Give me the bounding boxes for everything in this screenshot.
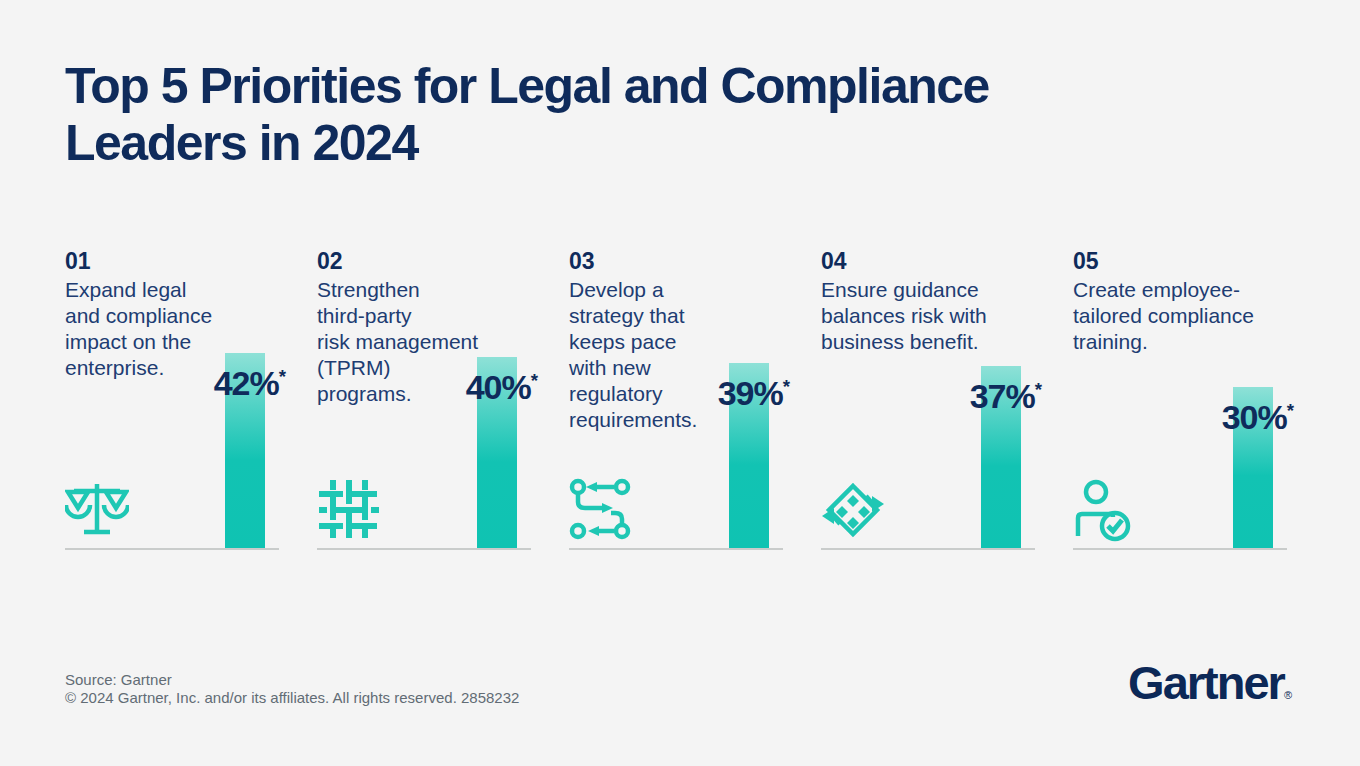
scales-icon	[65, 478, 129, 542]
value-label-2: 40%*	[466, 368, 537, 407]
registered-trademark-icon: ®	[1284, 689, 1292, 701]
value-label-1: 42%*	[214, 364, 285, 403]
priority-column-2: 02 Strengthen third-party risk managemen…	[317, 248, 531, 550]
priorities-chart: 01 Expand legal and compliance impact on…	[65, 248, 1287, 550]
footnote-asterisk: *	[1035, 379, 1041, 400]
priority-number: 01	[65, 248, 279, 275]
cycle-diamond-icon	[821, 478, 885, 542]
footnote-asterisk: *	[1287, 400, 1293, 421]
priority-description: Ensure guidance balances risk with busin…	[821, 277, 1035, 355]
priority-description: Create employee- tailored compliance tra…	[1073, 277, 1287, 355]
priority-column-1: 01 Expand legal and compliance impact on…	[65, 248, 279, 550]
value-label-3: 39%*	[718, 374, 789, 413]
footnote-asterisk: *	[531, 370, 537, 391]
axis-baseline	[821, 548, 1035, 550]
page-title: Top 5 Priorities for Legal and Complianc…	[65, 58, 1205, 172]
priority-number: 05	[1073, 248, 1287, 275]
footnote-asterisk: *	[279, 366, 285, 387]
axis-baseline	[569, 548, 783, 550]
gartner-logo: Gartner®	[1128, 655, 1292, 710]
axis-baseline	[1073, 548, 1287, 550]
copyright-line: © 2024 Gartner, Inc. and/or its affiliat…	[65, 689, 519, 707]
footnote-asterisk: *	[783, 376, 789, 397]
source-line: Source: Gartner	[65, 671, 519, 689]
priority-column-5: 05 Create employee- tailored compliance …	[1073, 248, 1287, 550]
axis-baseline	[317, 548, 531, 550]
value-label-5: 30%*	[1222, 398, 1293, 437]
priority-number: 03	[569, 248, 783, 275]
workflow-icon	[569, 478, 633, 542]
priority-number: 04	[821, 248, 1035, 275]
weave-icon	[317, 478, 381, 542]
priority-number: 02	[317, 248, 531, 275]
axis-baseline	[65, 548, 279, 550]
person-check-icon	[1073, 478, 1137, 542]
source-and-copyright: Source: Gartner © 2024 Gartner, Inc. and…	[65, 671, 519, 706]
priority-column-3: 03 Develop a strategy that keeps pace wi…	[569, 248, 783, 550]
priority-column-4: 04 Ensure guidance balances risk with bu…	[821, 248, 1035, 550]
value-label-4: 37%*	[970, 377, 1041, 416]
